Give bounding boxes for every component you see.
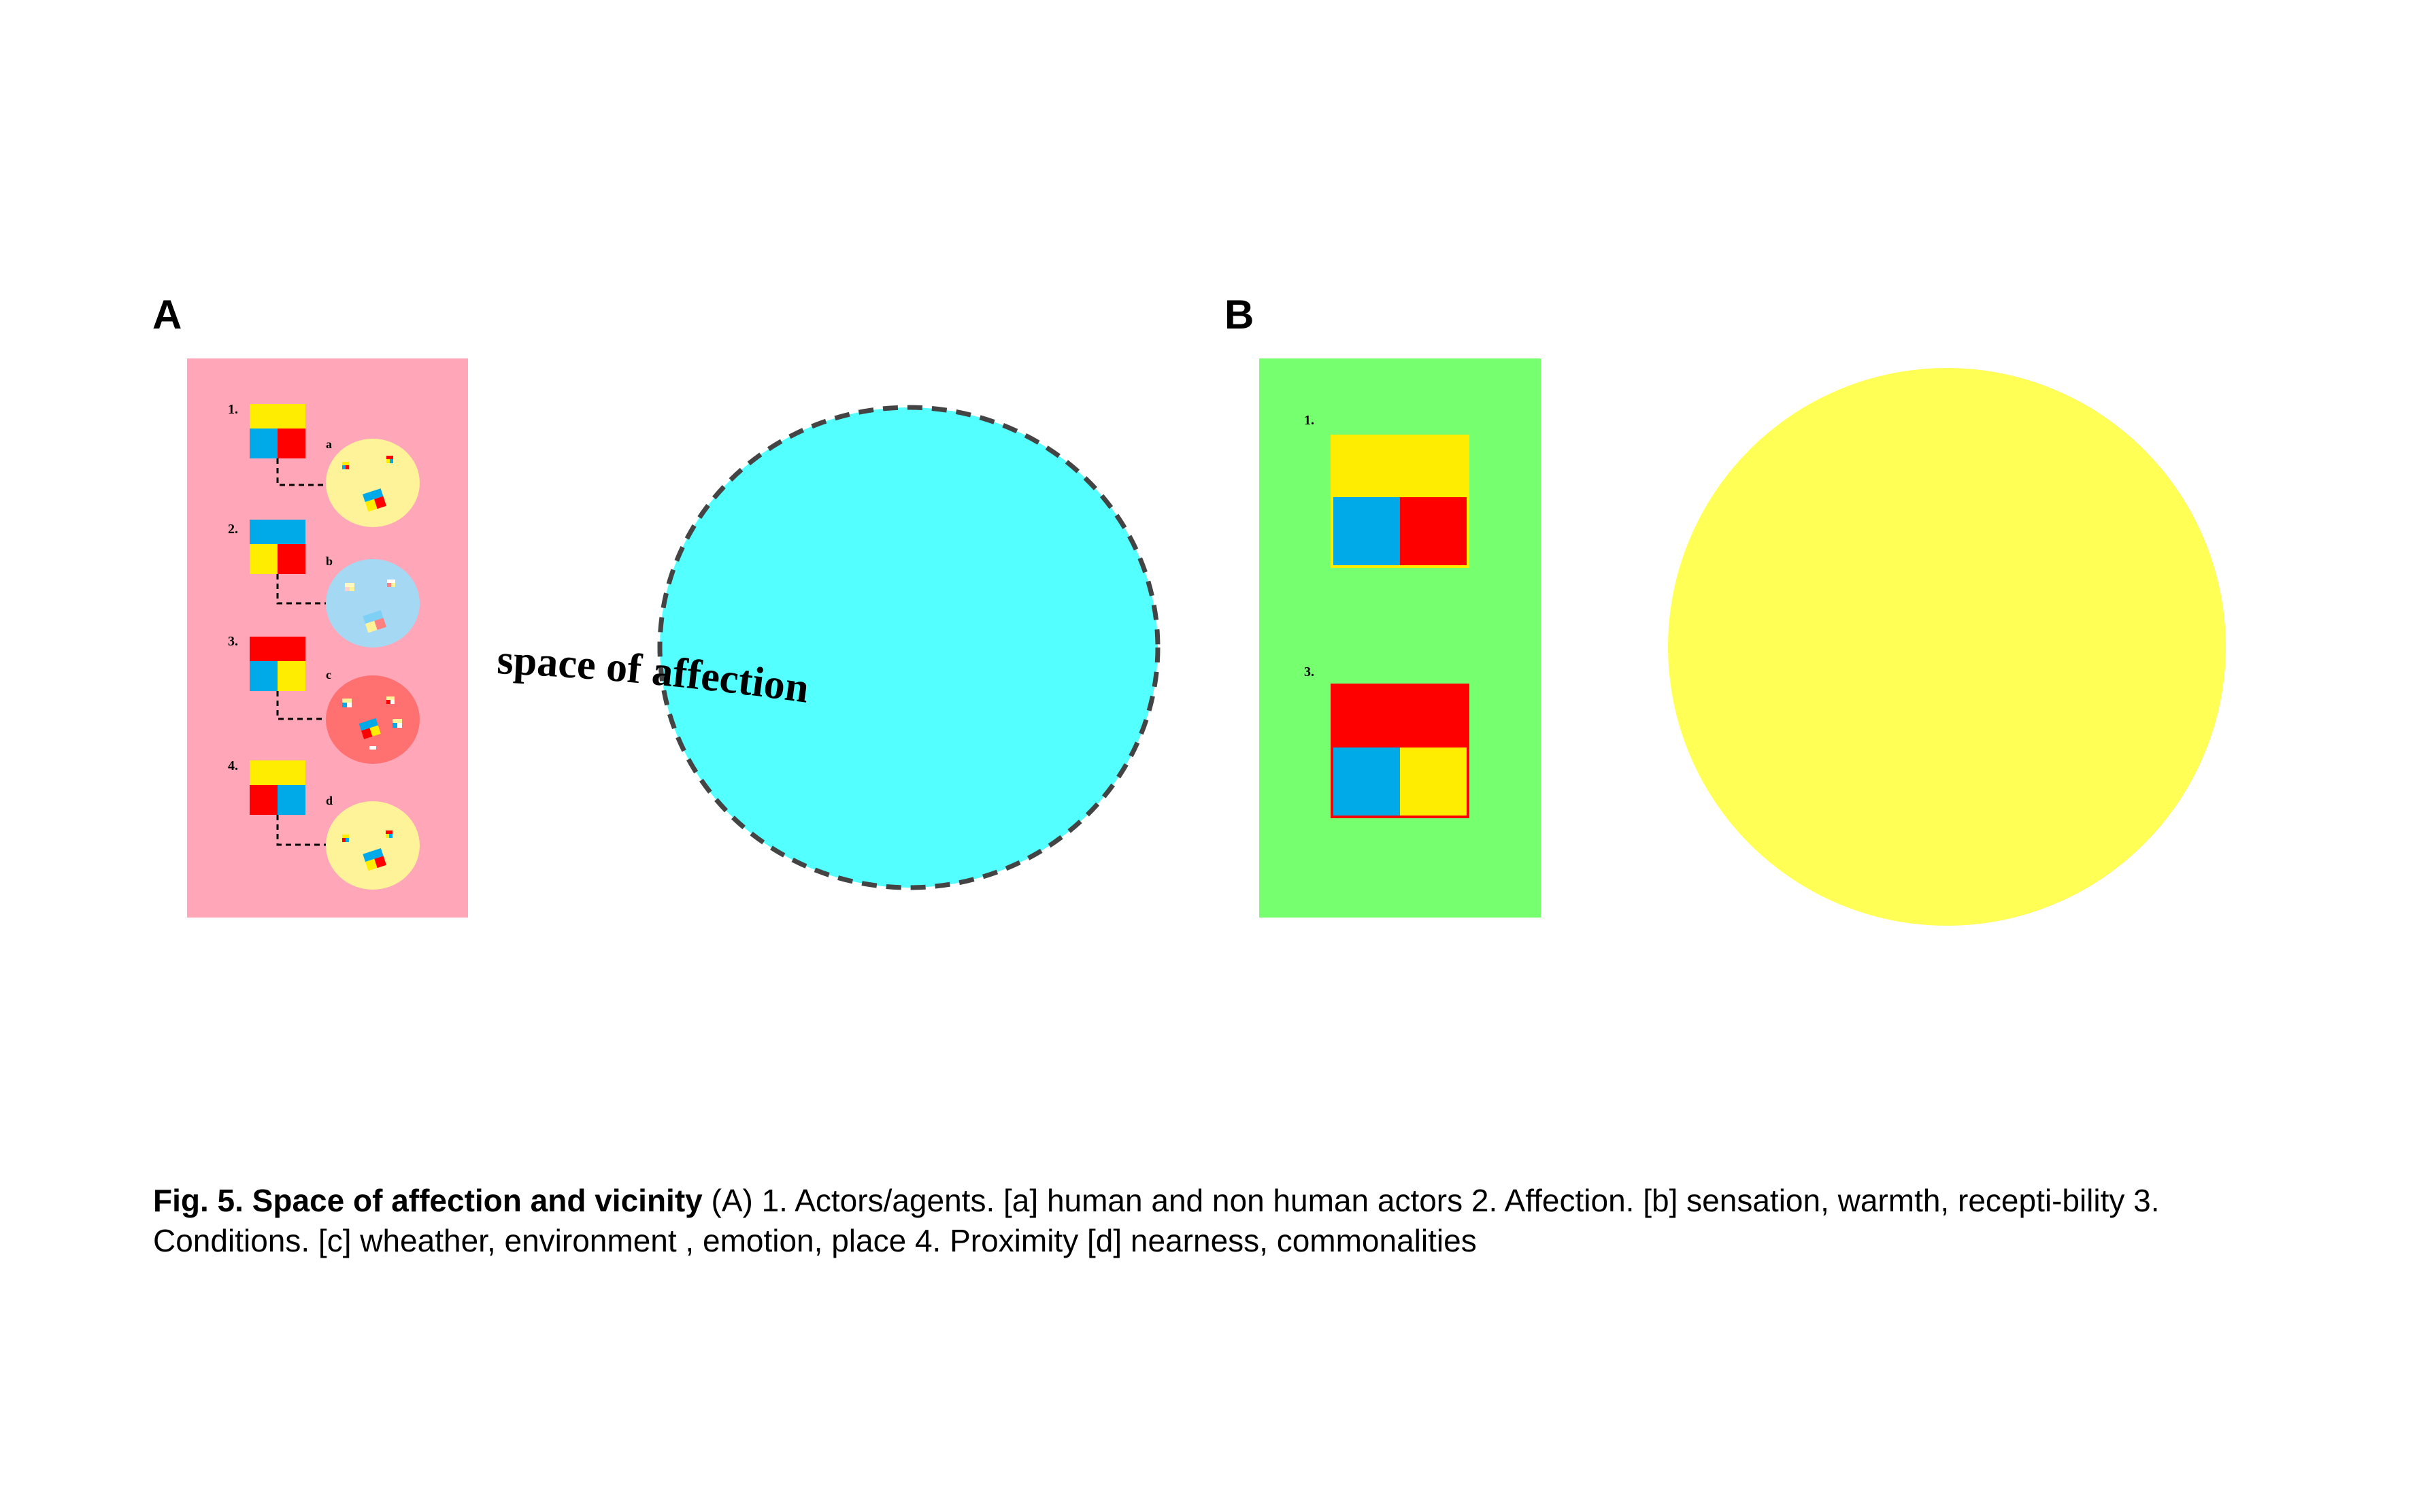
panel-b-label: B (1224, 292, 1254, 337)
panel-a-legend-box: 1. a 2. b 3. c 4. d (187, 358, 468, 918)
item-4-number: 4. (228, 758, 238, 773)
panel-b-legend-box: 1. 3. (1259, 358, 1541, 918)
item-4-block (250, 760, 305, 815)
item-a-circle (326, 439, 420, 527)
caption-body: (A) 1. Actors/agents. [a] human and non … (153, 1183, 2160, 1258)
panel-a-label: A (152, 292, 182, 337)
item-c-letter: c (326, 668, 331, 682)
dashed-connectors (276, 456, 402, 871)
mini-glyphs (342, 456, 402, 871)
cyan-dashed-circle (657, 405, 1161, 890)
space-of-affection-diagram: space of affection (496, 405, 1161, 890)
panel-b-item-3-number: 3. (1304, 665, 1314, 679)
item-3-number: 3. (228, 634, 238, 649)
item-d-letter: d (326, 794, 333, 807)
item-a-letter: a (326, 437, 332, 451)
item-1-number: 1. (228, 402, 238, 417)
item-d-circle (326, 801, 420, 890)
panel-b-item-3-block (1331, 684, 1469, 818)
caption-title: Fig. 5. Space of affection and vicinity (153, 1183, 703, 1218)
panel-b-item-1-block (1331, 435, 1469, 568)
item-2-number: 2. (228, 522, 238, 537)
item-b-letter: b (326, 554, 333, 568)
item-b-circle (326, 559, 420, 648)
yellow-circle (1668, 368, 2226, 926)
panel-b-item-1-number: 1. (1304, 413, 1314, 428)
item-2-block (250, 520, 305, 574)
figure-caption: Fig. 5. Space of affection and vicinity … (153, 1181, 2228, 1261)
item-3-block (250, 637, 305, 691)
item-1-block (250, 404, 305, 458)
